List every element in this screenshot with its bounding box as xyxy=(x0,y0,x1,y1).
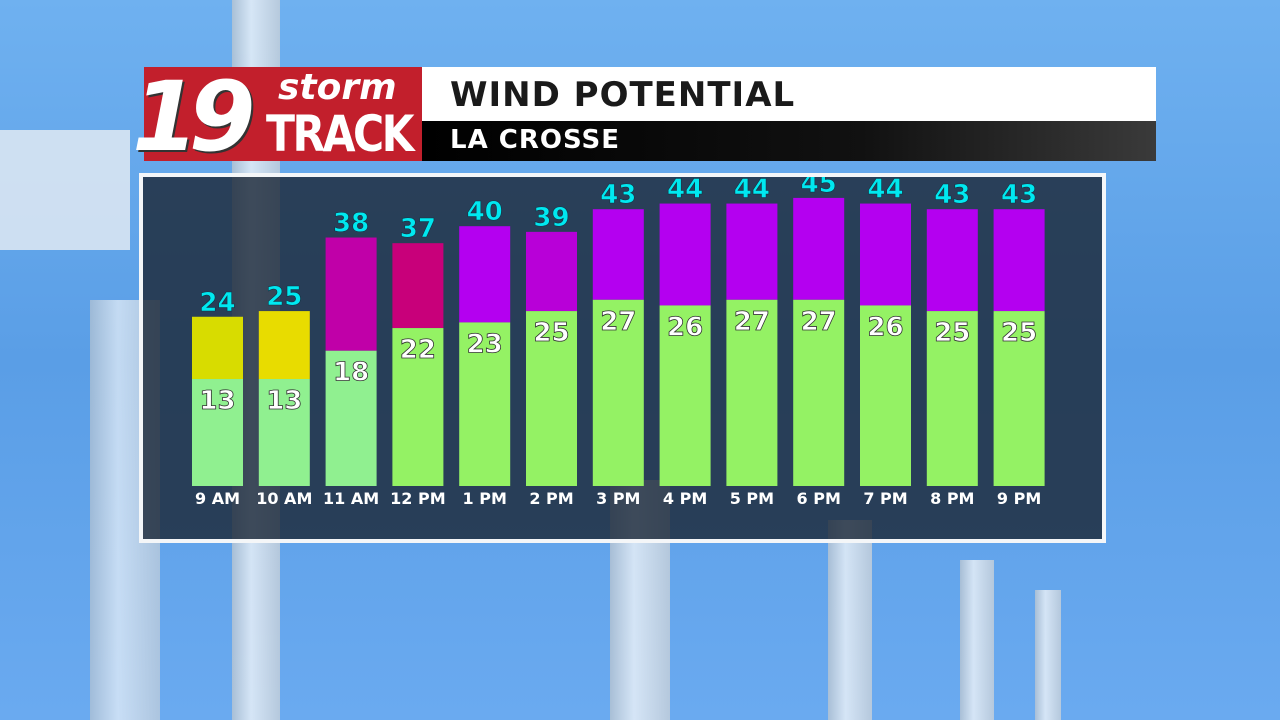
sustained-label: 25 xyxy=(934,318,970,348)
sustained-bar xyxy=(993,311,1045,486)
sustained-bar xyxy=(592,299,644,486)
gust-bar xyxy=(793,197,845,300)
turbine-nacelle xyxy=(0,130,130,250)
chart-panel: 24 13 9 AM 25 13 10 AM 38 18 11 AM 37 22 12 PM 40 23 1… xyxy=(139,173,1106,543)
gust-bar xyxy=(726,203,778,300)
gust-label: 24 xyxy=(199,288,235,318)
sustained-bar xyxy=(726,299,778,486)
wind-chart: 24 13 9 AM 25 13 10 AM 38 18 11 AM 37 22 12 PM 40 23 1… xyxy=(192,177,1045,508)
gust-label: 44 xyxy=(867,177,903,205)
turbine-tower xyxy=(960,560,994,720)
logo-number: 19 xyxy=(132,61,256,173)
gust-bar xyxy=(258,311,310,380)
gust-label: 37 xyxy=(400,214,436,244)
storm-track-logo: 19 storm TRACK xyxy=(132,61,422,173)
gust-label: 43 xyxy=(600,180,636,210)
x-tick-label: 10 AM xyxy=(256,489,312,508)
sustained-bar xyxy=(459,322,511,486)
gust-label: 43 xyxy=(1001,180,1037,210)
sustained-label: 27 xyxy=(734,307,770,337)
x-tick-label: 5 PM xyxy=(730,489,774,508)
gust-label: 39 xyxy=(533,203,569,233)
gust-label: 45 xyxy=(801,177,837,199)
turbine-tower xyxy=(1035,590,1061,720)
x-tick-label: 3 PM xyxy=(596,489,640,508)
sustained-label: 27 xyxy=(801,307,837,337)
x-tick-label: 4 PM xyxy=(663,489,707,508)
sustained-label: 22 xyxy=(400,335,436,365)
sustained-label: 25 xyxy=(1001,318,1037,348)
sustained-label: 13 xyxy=(266,386,302,416)
gust-bar xyxy=(592,209,644,300)
sustained-label: 13 xyxy=(199,386,235,416)
x-tick-label: 9 PM xyxy=(997,489,1041,508)
sustained-label: 25 xyxy=(533,318,569,348)
gust-bar xyxy=(659,203,711,306)
gust-bar xyxy=(392,243,444,329)
gust-bar xyxy=(860,203,911,306)
page-title: WIND POTENTIAL xyxy=(450,75,796,115)
gust-bar xyxy=(993,209,1045,312)
x-tick-label: 9 AM xyxy=(195,489,240,508)
gust-label: 44 xyxy=(734,177,770,205)
gust-label: 38 xyxy=(333,209,369,239)
location-label: LA CROSSE xyxy=(450,125,620,155)
x-tick-label: 6 PM xyxy=(797,489,841,508)
gust-label: 40 xyxy=(467,197,503,227)
sustained-bar xyxy=(392,328,444,486)
gust-bar xyxy=(459,226,511,323)
gust-bar xyxy=(526,231,577,312)
sustained-bar xyxy=(926,311,978,486)
x-tick-label: 2 PM xyxy=(529,489,573,508)
gust-bar xyxy=(926,209,978,312)
x-tick-label: 8 PM xyxy=(930,489,974,508)
gust-label: 25 xyxy=(266,282,302,312)
sustained-bar xyxy=(860,305,911,486)
subtitle-bar: LA CROSSE xyxy=(422,121,1156,161)
sustained-label: 23 xyxy=(467,329,503,359)
logo-track: TRACK xyxy=(266,105,415,163)
turbine-tower xyxy=(828,520,872,720)
sustained-label: 27 xyxy=(600,307,636,337)
gust-label: 43 xyxy=(934,180,970,210)
gust-label: 44 xyxy=(667,177,703,205)
sustained-bar xyxy=(793,299,845,486)
logo-storm: storm xyxy=(278,67,397,108)
x-tick-label: 7 PM xyxy=(863,489,907,508)
sustained-bar xyxy=(659,305,711,486)
gust-bar xyxy=(192,316,243,380)
sustained-label: 18 xyxy=(333,358,369,388)
sustained-label: 26 xyxy=(867,312,903,342)
gust-bar xyxy=(325,237,377,351)
sustained-bar xyxy=(258,379,310,486)
sustained-bar xyxy=(325,350,377,486)
x-tick-label: 12 PM xyxy=(390,489,445,508)
x-tick-label: 1 PM xyxy=(463,489,507,508)
sustained-bar xyxy=(192,379,243,486)
sustained-label: 26 xyxy=(667,312,703,342)
sustained-bar xyxy=(526,311,577,486)
x-tick-label: 11 AM xyxy=(323,489,379,508)
title-bar: WIND POTENTIAL xyxy=(422,67,1156,121)
